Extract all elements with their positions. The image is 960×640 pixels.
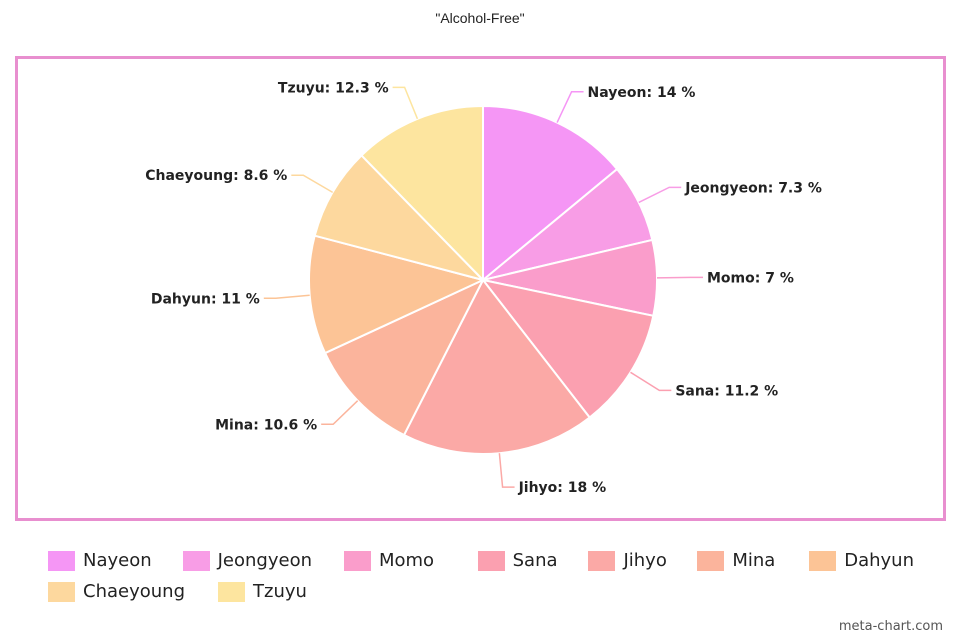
legend-swatch <box>182 550 210 571</box>
leader-line-chaeyoung <box>291 174 334 194</box>
legend-item-mina[interactable]: Mina <box>697 550 809 571</box>
legend: Nayeon Jeongyeon Momo Sana Jihyo Mina Dahyun C… <box>48 545 928 607</box>
legend-label: Jihyo <box>623 550 667 571</box>
leader-line-jeongyeon <box>638 186 682 204</box>
legend-item-sana[interactable]: Sana <box>477 550 589 571</box>
leader-line-dahyun <box>263 294 310 300</box>
legend-swatch <box>218 581 245 602</box>
legend-swatch <box>588 550 616 571</box>
pie-chart: Nayeon: 14 % Jeongyeon: 7.3 % Momo: 7 % San… <box>145 80 822 496</box>
legend-label: Nayeon <box>83 550 152 571</box>
legend-swatch <box>477 550 505 571</box>
plot-frame: Nayeon: 14 % Jeongyeon: 7.3 % Momo: 7 % San… <box>15 56 946 521</box>
legend-label: Tzuyu <box>253 581 307 602</box>
legend-label: Momo <box>378 550 435 571</box>
legend-label: Sana <box>512 550 558 571</box>
data-label-jeongyeon: Jeongyeon: 7.3 % <box>684 180 822 196</box>
data-label-nayeon: Nayeon: 14 % <box>588 85 696 101</box>
leader-line-sana <box>630 371 672 392</box>
data-label-dahyun: Dahyun: 11 % <box>151 291 260 307</box>
data-label-momo: Momo: 7 % <box>707 270 794 286</box>
pie-slice-mina[interactable] <box>323 277 486 437</box>
legend-swatch <box>809 550 837 571</box>
pie-slice-tzuyu[interactable] <box>360 104 484 283</box>
legend-swatch <box>343 550 371 571</box>
legend-item-nayeon[interactable]: Nayeon <box>48 550 183 571</box>
leader-line-mina <box>321 400 359 426</box>
legend-item-dahyun[interactable]: Dahyun <box>809 550 928 571</box>
chart-title: "Alcohol-Free" <box>435 10 525 26</box>
legend-label: Dahyun <box>844 550 914 571</box>
legend-label: Mina <box>732 550 776 571</box>
leader-line-tzuyu <box>392 86 419 120</box>
pie-slice-jihyo[interactable] <box>402 278 592 455</box>
data-label-sana: Sana: 11.2 % <box>675 383 778 399</box>
legend-item-tzuyu[interactable]: Tzuyu <box>218 581 338 602</box>
legend-swatch <box>48 550 75 571</box>
pie-slice-nayeon[interactable] <box>482 104 619 283</box>
legend-item-momo[interactable]: Momo <box>343 550 478 571</box>
legend-row: Chaeyoung Tzuyu <box>48 576 928 607</box>
leader-line-nayeon <box>556 91 584 123</box>
data-label-tzuyu: Tzuyu: 12.3 % <box>278 80 389 96</box>
legend-item-chaeyoung[interactable]: Chaeyoung <box>48 581 218 602</box>
legend-item-jeongyeon[interactable]: Jeongyeon <box>182 550 344 571</box>
pie-slice-dahyun[interactable] <box>308 234 486 355</box>
legend-label: Jeongyeon <box>217 550 313 571</box>
legend-swatch <box>48 581 75 602</box>
data-label-chaeyoung: Chaeyoung: 8.6 % <box>145 168 287 184</box>
legend-label: Chaeyoung <box>83 581 185 602</box>
data-label-jihyo: Jihyo: 18 % <box>518 480 607 496</box>
pie-slice-chaeyoung[interactable] <box>313 154 487 282</box>
legend-row: Nayeon Jeongyeon Momo Sana Jihyo Mina Dahyun <box>48 545 928 576</box>
legend-item-jihyo[interactable]: Jihyo <box>588 550 697 571</box>
legend-swatch <box>697 550 725 571</box>
data-label-mina: Mina: 10.6 % <box>215 417 317 433</box>
watermark: meta-chart.com <box>838 619 943 634</box>
leader-line-jihyo <box>498 453 515 488</box>
